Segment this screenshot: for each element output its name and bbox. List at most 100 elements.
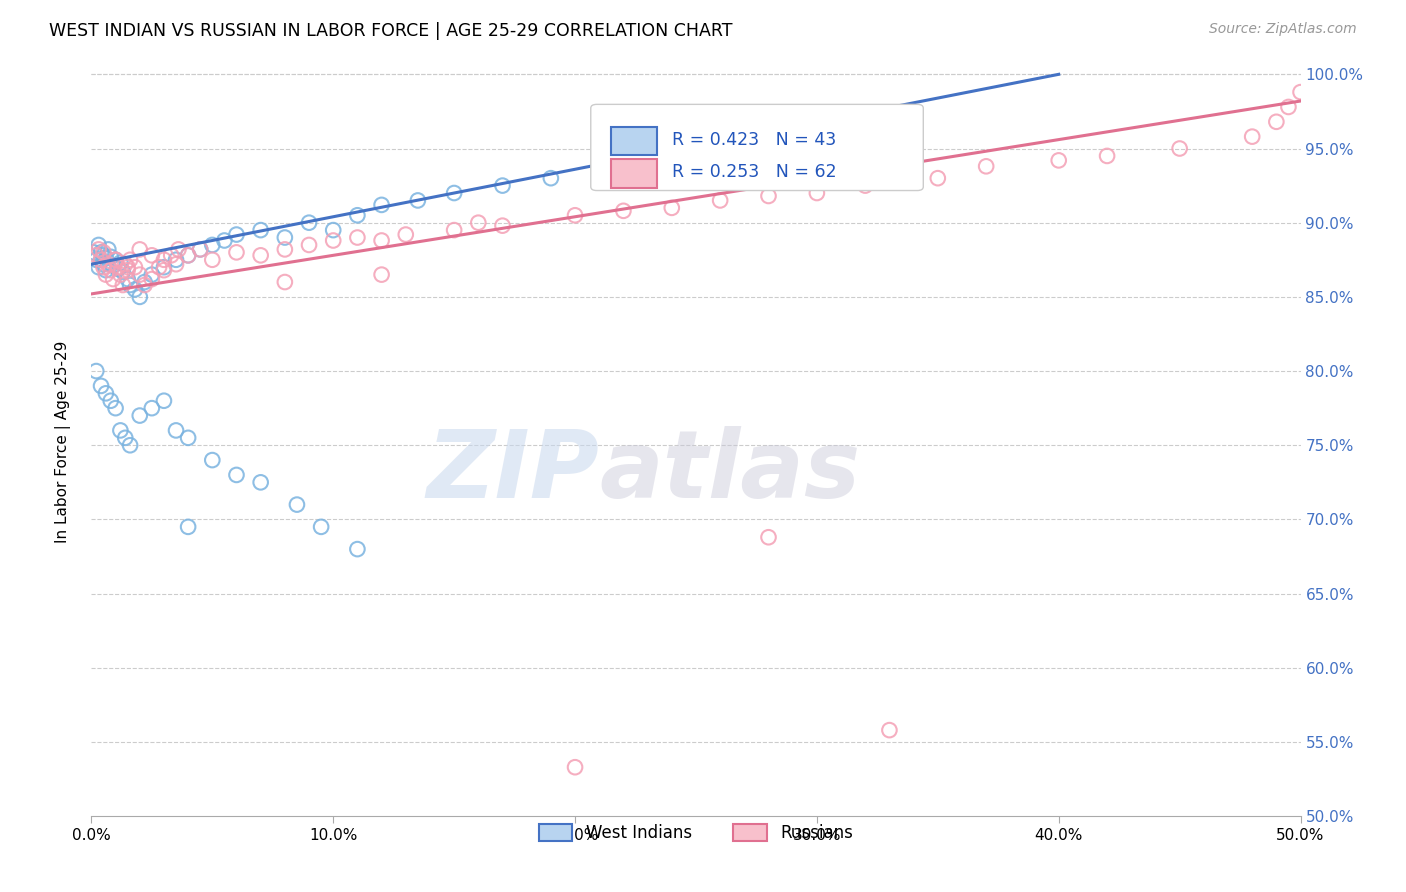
Point (974, 159, 997, 173)
Point (758, 189, 780, 203)
FancyBboxPatch shape (612, 159, 657, 187)
Point (225, 227, 247, 242)
Text: WEST INDIAN VS RUSSIAN IN LABOR FORCE | AGE 25-29 CORRELATION CHART: WEST INDIAN VS RUSSIAN IN LABOR FORCE | … (49, 22, 733, 40)
Point (853, 178, 876, 193)
Legend: West Indians, Russians: West Indians, Russians (533, 818, 859, 849)
Point (309, 520, 332, 534)
Point (491, 178, 513, 193)
FancyBboxPatch shape (612, 127, 657, 155)
Point (84, 364, 107, 378)
Point (93, 260, 115, 275)
Point (104, 401, 127, 416)
Point (661, 149, 683, 163)
Point (94, 263, 117, 277)
Point (709, 194, 731, 208)
Point (148, 260, 170, 275)
Point (128, 243, 150, 257)
Point (128, 409, 150, 423)
Point (87, 243, 110, 257)
Point (153, 263, 176, 277)
Point (97, 243, 120, 257)
Text: Source: ZipAtlas.com: Source: ZipAtlas.com (1209, 22, 1357, 37)
Point (165, 424, 187, 438)
Point (124, 283, 146, 297)
Point (1095, 149, 1118, 163)
Point (298, 238, 321, 252)
Point (107, 261, 129, 276)
Point (84, 248, 107, 262)
Point (806, 186, 828, 200)
Text: atlas: atlas (599, 425, 860, 517)
Point (153, 260, 176, 275)
Point (406, 194, 429, 208)
Point (588, 163, 610, 178)
Point (927, 171, 949, 186)
Point (322, 223, 344, 237)
FancyBboxPatch shape (591, 104, 924, 191)
Point (177, 248, 200, 262)
Point (90, 252, 112, 267)
Point (298, 216, 321, 230)
Point (612, 159, 634, 173)
Point (97, 257, 120, 271)
Point (110, 268, 132, 282)
Point (564, 760, 586, 774)
Point (94, 386, 117, 401)
Point (467, 216, 489, 230)
Point (141, 268, 163, 282)
Point (114, 431, 136, 445)
Point (101, 259, 124, 273)
Point (370, 268, 392, 282)
Point (128, 268, 150, 282)
Point (661, 201, 683, 215)
Point (540, 171, 562, 186)
Point (104, 252, 127, 267)
Point (274, 275, 297, 289)
Point (100, 393, 122, 408)
Point (564, 208, 586, 222)
Point (134, 278, 156, 293)
Point (249, 248, 271, 262)
Text: R = 0.253   N = 62: R = 0.253 N = 62 (672, 163, 837, 181)
Point (110, 424, 132, 438)
Point (160, 248, 183, 262)
Y-axis label: In Labor Force | Age 25-29: In Labor Force | Age 25-29 (55, 341, 70, 542)
Point (100, 250, 122, 264)
Point (90, 379, 112, 393)
Point (93, 248, 115, 262)
Point (758, 530, 780, 544)
Point (214, 234, 236, 248)
Point (141, 401, 163, 416)
Point (167, 243, 190, 257)
Point (1168, 141, 1191, 155)
Point (285, 498, 308, 512)
Point (322, 234, 344, 248)
Point (1277, 100, 1299, 114)
Point (141, 272, 163, 286)
Point (346, 208, 368, 222)
Text: R = 0.423   N = 43: R = 0.423 N = 43 (672, 130, 837, 149)
Point (104, 252, 127, 267)
Point (274, 243, 297, 257)
Point (225, 467, 247, 482)
Point (153, 252, 176, 267)
Point (1265, 115, 1288, 129)
Point (249, 475, 271, 490)
Point (612, 203, 634, 218)
Point (1047, 153, 1070, 168)
Point (879, 723, 901, 738)
Point (84, 252, 107, 267)
Point (93, 245, 115, 260)
Point (120, 438, 142, 452)
Point (346, 542, 368, 557)
Point (117, 263, 139, 277)
Point (100, 263, 122, 277)
Point (134, 275, 156, 289)
Point (201, 453, 224, 467)
Point (188, 243, 211, 257)
Point (101, 272, 124, 286)
Text: ZIP: ZIP (426, 425, 599, 517)
Point (141, 248, 163, 262)
Point (90, 252, 112, 267)
Point (165, 257, 187, 271)
